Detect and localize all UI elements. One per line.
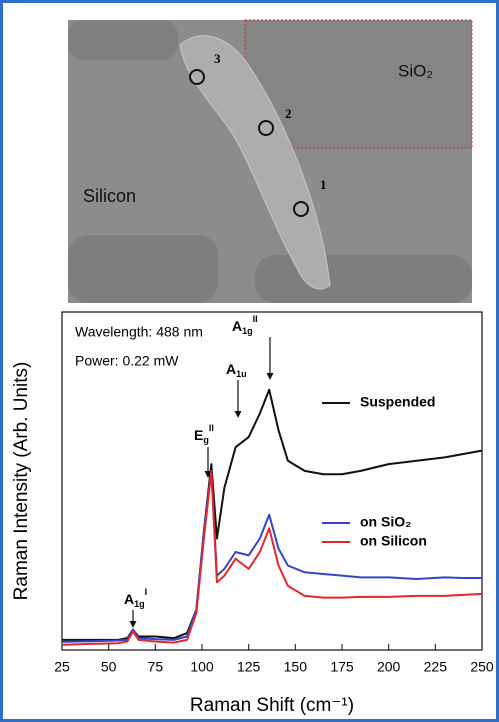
- peak-base: A: [226, 361, 236, 377]
- y-axis-label: Raman Intensity (Arb. Units): [11, 362, 32, 601]
- spot-label: 2: [285, 106, 292, 121]
- spot-label: 1: [320, 177, 327, 192]
- peak-sup: I: [145, 587, 148, 597]
- x-tick-label: 25: [54, 659, 70, 675]
- page: 3 2 1 SiO₂ Silicon Wavelength: 488 nm Po…: [0, 0, 499, 722]
- peak-sub: 1g: [134, 599, 145, 609]
- x-tick-label: 50: [101, 659, 117, 675]
- legend-label: on SiO₂: [360, 514, 411, 530]
- region-label: SiO₂: [398, 61, 433, 80]
- annotation: Power: 0.22 mW: [75, 353, 179, 369]
- peak-sup: II: [209, 423, 214, 433]
- legend-label: Suspended: [360, 394, 435, 410]
- x-tick-label: 150: [284, 659, 308, 675]
- x-tick-label: 175: [330, 659, 354, 675]
- pad: [68, 20, 178, 60]
- peak-base: A: [232, 318, 242, 334]
- pad: [68, 235, 218, 303]
- x-axis-label: Raman Shift (cm⁻¹): [190, 695, 354, 716]
- peak-base: E: [194, 427, 203, 443]
- region-label: Silicon: [83, 186, 136, 206]
- pad: [255, 255, 472, 303]
- x-tick-label: 100: [190, 659, 214, 675]
- legend-label: on Silicon: [360, 533, 427, 549]
- x-tick-label: 200: [377, 659, 401, 675]
- x-tick-label: 75: [148, 659, 164, 675]
- peak-sub: 1u: [236, 369, 247, 379]
- micrograph: 3 2 1 SiO₂ Silicon: [68, 20, 472, 303]
- annotation: Wavelength: 488 nm: [75, 324, 203, 340]
- peak-sub: 1g: [242, 326, 253, 336]
- x-tick-label: 125: [237, 659, 261, 675]
- x-tick-label: 250: [470, 659, 494, 675]
- peak-sup: II: [253, 314, 258, 324]
- x-tick-label: 225: [424, 659, 448, 675]
- peak-sub: g: [203, 435, 209, 445]
- figure: 3 2 1 SiO₂ Silicon Wavelength: 488 nm Po…: [0, 0, 499, 722]
- spot-label: 3: [214, 51, 221, 66]
- peak-base: A: [124, 591, 134, 607]
